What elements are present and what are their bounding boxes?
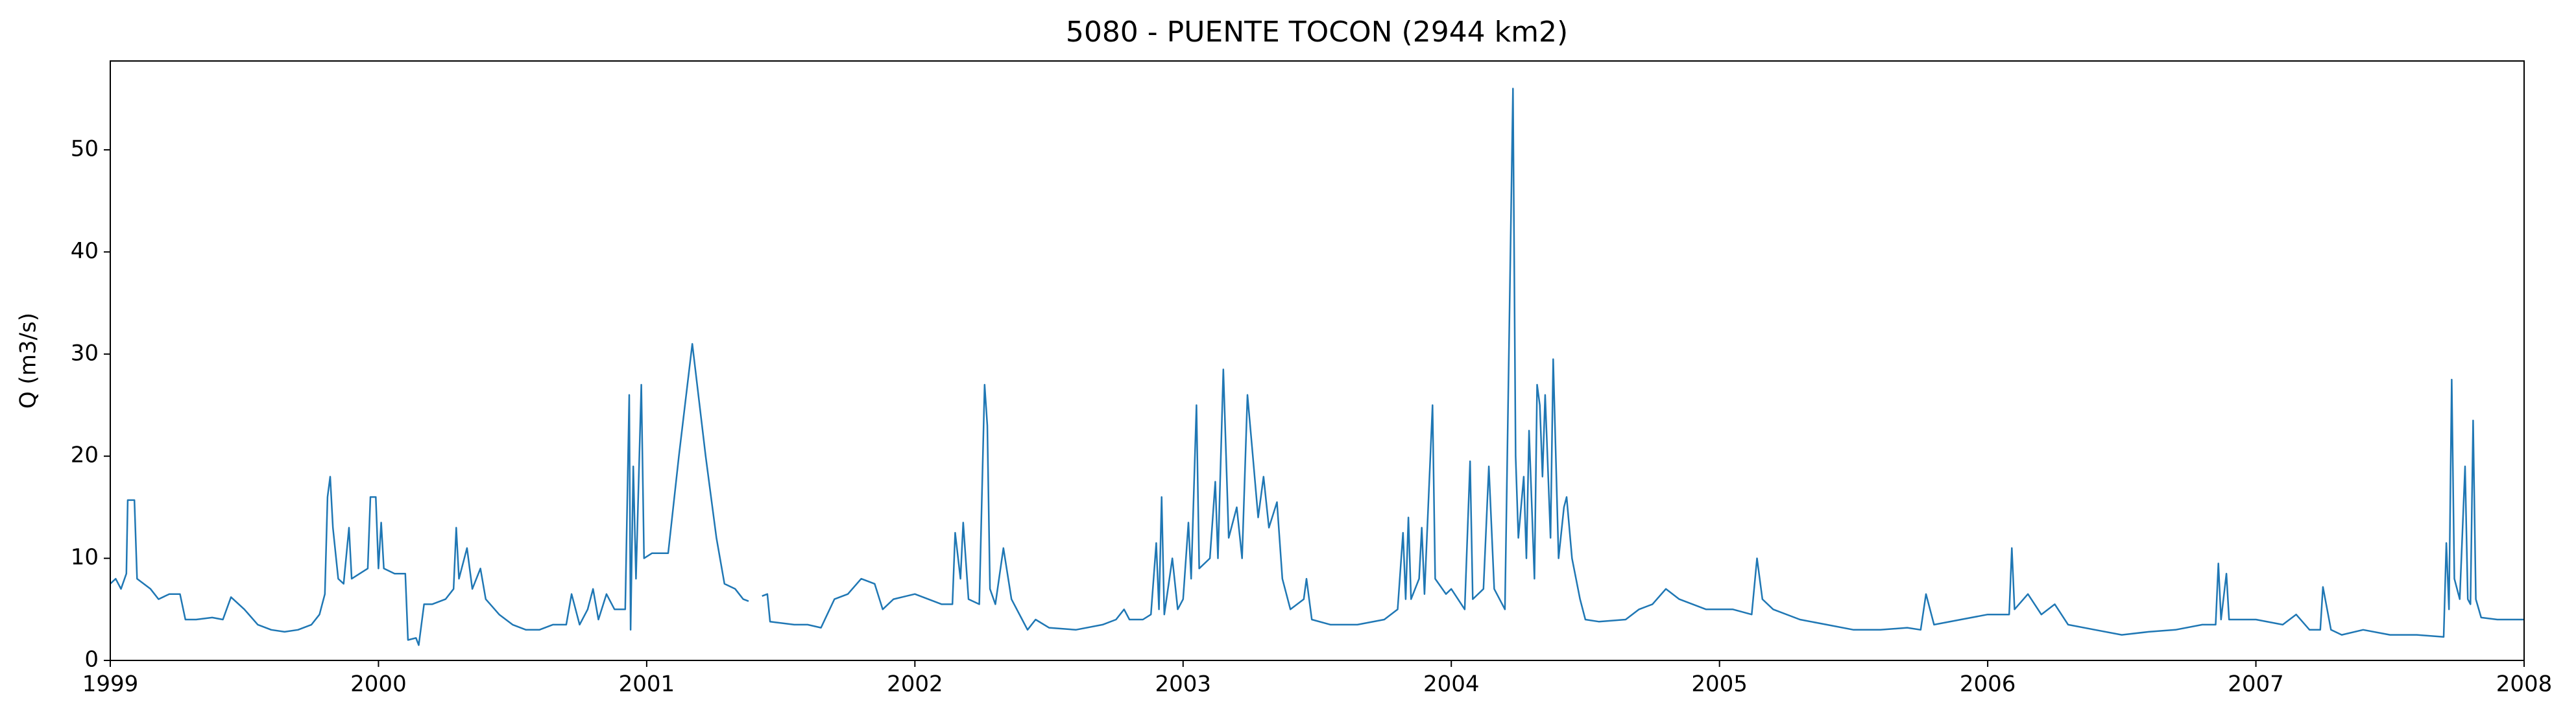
y-tick-label: 50 bbox=[71, 136, 99, 162]
y-axis-label: Q (m3/s) bbox=[16, 313, 42, 409]
y-tick-label: 20 bbox=[71, 442, 99, 468]
x-tick-label: 1999 bbox=[82, 671, 139, 697]
x-tick-label: 2007 bbox=[2228, 671, 2284, 697]
y-tick-label: 0 bbox=[84, 647, 99, 673]
plot-frame bbox=[110, 60, 2525, 661]
y-tick-label: 10 bbox=[71, 544, 99, 570]
series-line bbox=[110, 88, 2524, 646]
chart-title: 5080 - PUENTE TOCON (2944 km2) bbox=[1066, 16, 1568, 49]
x-tick-label: 2004 bbox=[1423, 671, 1480, 697]
x-tick-label: 2001 bbox=[619, 671, 675, 697]
x-tick-label: 2003 bbox=[1155, 671, 1212, 697]
x-tick-label: 2002 bbox=[887, 671, 943, 697]
x-tick-label: 2006 bbox=[1960, 671, 2016, 697]
x-tick-label: 2005 bbox=[1691, 671, 1748, 697]
y-tick-label: 30 bbox=[71, 340, 99, 366]
x-tick-label: 2000 bbox=[350, 671, 407, 697]
y-tick-label: 40 bbox=[71, 238, 99, 264]
x-tick-label: 2008 bbox=[2496, 671, 2553, 697]
